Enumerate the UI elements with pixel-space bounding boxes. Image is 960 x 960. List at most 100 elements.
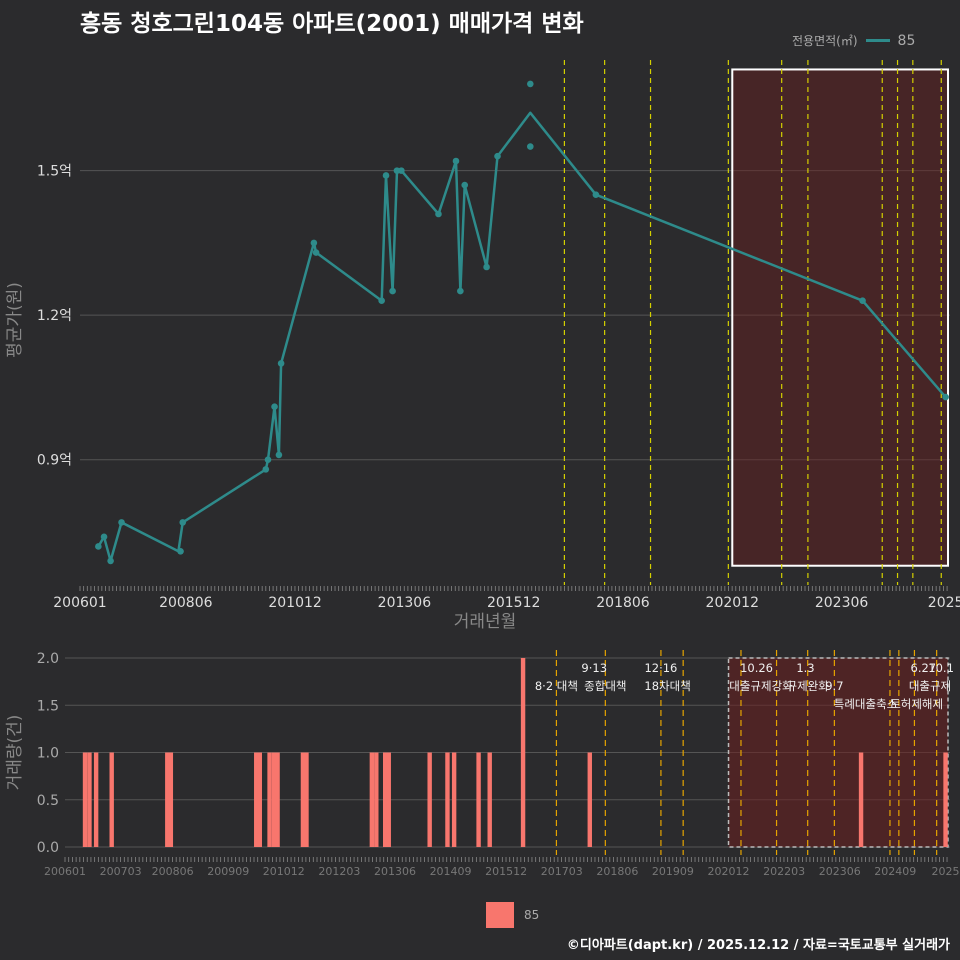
volume-bar [109,752,114,847]
legend-line-swatch [865,39,890,42]
volume-bar [374,752,379,847]
legend-title: 전용면적(㎡) [792,34,858,48]
highlight-region [731,68,950,567]
x-tick-label: 2025 [932,865,960,878]
volume-bar [82,752,88,847]
y-tick-label: 1.5 [37,698,59,714]
volume-chart: 0.0 0.5 1.0 1.5 2.0 거래량(건) 8·2 대책9·13 종합대책 12·16… [5,650,960,878]
x-tick-label: 201806 [596,595,650,611]
x-tick-label: 200909 [207,865,249,878]
policy-annotation: 8·2 대책 [535,679,578,693]
volume-bar [369,752,375,847]
price-point [275,451,283,459]
y-tick-label: 1.5억 [37,164,72,180]
top-legend: 전용면적(㎡) 85 [792,32,915,49]
volume-bar [858,752,864,847]
policy-annotation: 10.1 [928,661,954,675]
price-point [382,172,390,179]
volume-bar [476,752,481,847]
price-point [310,239,318,247]
source-caption: ©디아파트(dapt.kr) / 2025.12.12 / 자료=국토교통부 실… [566,938,950,953]
price-point [95,543,102,550]
y-tick-label: 1.0 [37,746,59,762]
y-tick-label: 1.2억 [37,308,72,324]
policy-annotation: 대출규제강화 [729,679,793,693]
y-tick-label: 0.0 [37,840,59,856]
price-chart: 0.9억 1.2억 1.5억 200601 200806 201012 201306 2015… [5,60,960,632]
price-point [107,557,114,565]
y-tick-label: 2.0 [37,651,59,667]
price-point [494,152,501,160]
x-tick-label: 201306 [378,595,432,611]
volume-bar [267,752,272,847]
policy-annotation: 9·13 [581,661,607,675]
price-point [177,547,184,555]
x-tick-label: 201012 [268,595,321,611]
volume-bar [451,752,457,847]
price-point [277,360,285,367]
policy-annotation: 12·16 [644,661,677,675]
legend-label: 85 [897,32,916,49]
price-point [592,191,600,199]
x-tick-label: 201409 [430,865,472,878]
policy-annotation: 종합대책 [584,679,626,693]
y-tick-label: 0.5 [37,793,59,809]
x-tick-label: 201012 [263,865,305,878]
price-point [100,533,108,541]
volume-bar [168,752,174,847]
policy-annotation: 1.3 [796,661,814,675]
price-point [457,287,464,295]
policy-annotation: 9.7 [825,679,843,693]
price-point [435,210,442,218]
price-point [389,287,396,295]
price-point [398,167,405,174]
x-tick-label: 201306 [374,865,416,878]
price-point [312,249,320,256]
y-axis-label: 거래량(건) [5,715,25,791]
price-point [527,80,534,88]
x-tick-label: 201806 [596,865,638,878]
price-point [483,263,490,271]
price-point [527,143,534,150]
x-tick-label: 200806 [152,865,194,878]
volume-bar [93,752,99,847]
price-point [942,393,949,401]
volume-bar [386,752,391,847]
policy-annotation: 특례대출축소 [834,697,897,711]
volume-bar [427,752,432,847]
volume-bar [87,752,92,847]
highlight-region [727,657,949,848]
x-tick-label: 200806 [159,595,213,611]
volume-bar [383,752,388,847]
x-tick-label: 201703 [541,865,583,878]
volume-bar [587,752,592,847]
policy-annotation: 6.27 [911,661,937,675]
volume-bar [254,752,259,847]
x-tick-label: 200703 [100,865,142,878]
x-tick-label: 201909 [652,865,694,878]
x-tick-label: 200601 [53,595,106,611]
x-tick-label: 2025 [928,595,960,611]
policy-annotation: 18차대책 [644,679,690,693]
chart-title: 흥동 청호그린104동 아파트(2001) 매매가격 변화 [80,11,584,37]
x-tick-label: 202306 [815,595,869,611]
x-tick-label: 200601 [44,865,86,878]
policy-annotation: 10.26 [740,661,773,675]
volume-bar [943,752,948,847]
bottom-legend: 85 [486,902,539,928]
volume-bar [257,752,262,847]
legend-bar-swatch [486,902,514,928]
x-tick-label: 201512 [487,595,540,611]
x-tick-label: 202409 [874,865,916,878]
price-point [271,403,278,411]
x-tick-label: 202012 [706,595,759,611]
volume-bar [445,752,450,847]
price-point [461,181,469,189]
price-point [118,519,125,526]
x-tick-label: 202012 [708,865,750,878]
volume-bar [304,752,309,847]
x-tick-label: 202306 [819,865,861,878]
x-tick-label: 202203 [763,865,805,878]
volume-bar [271,752,277,847]
x-tick-label: 201203 [318,865,360,878]
